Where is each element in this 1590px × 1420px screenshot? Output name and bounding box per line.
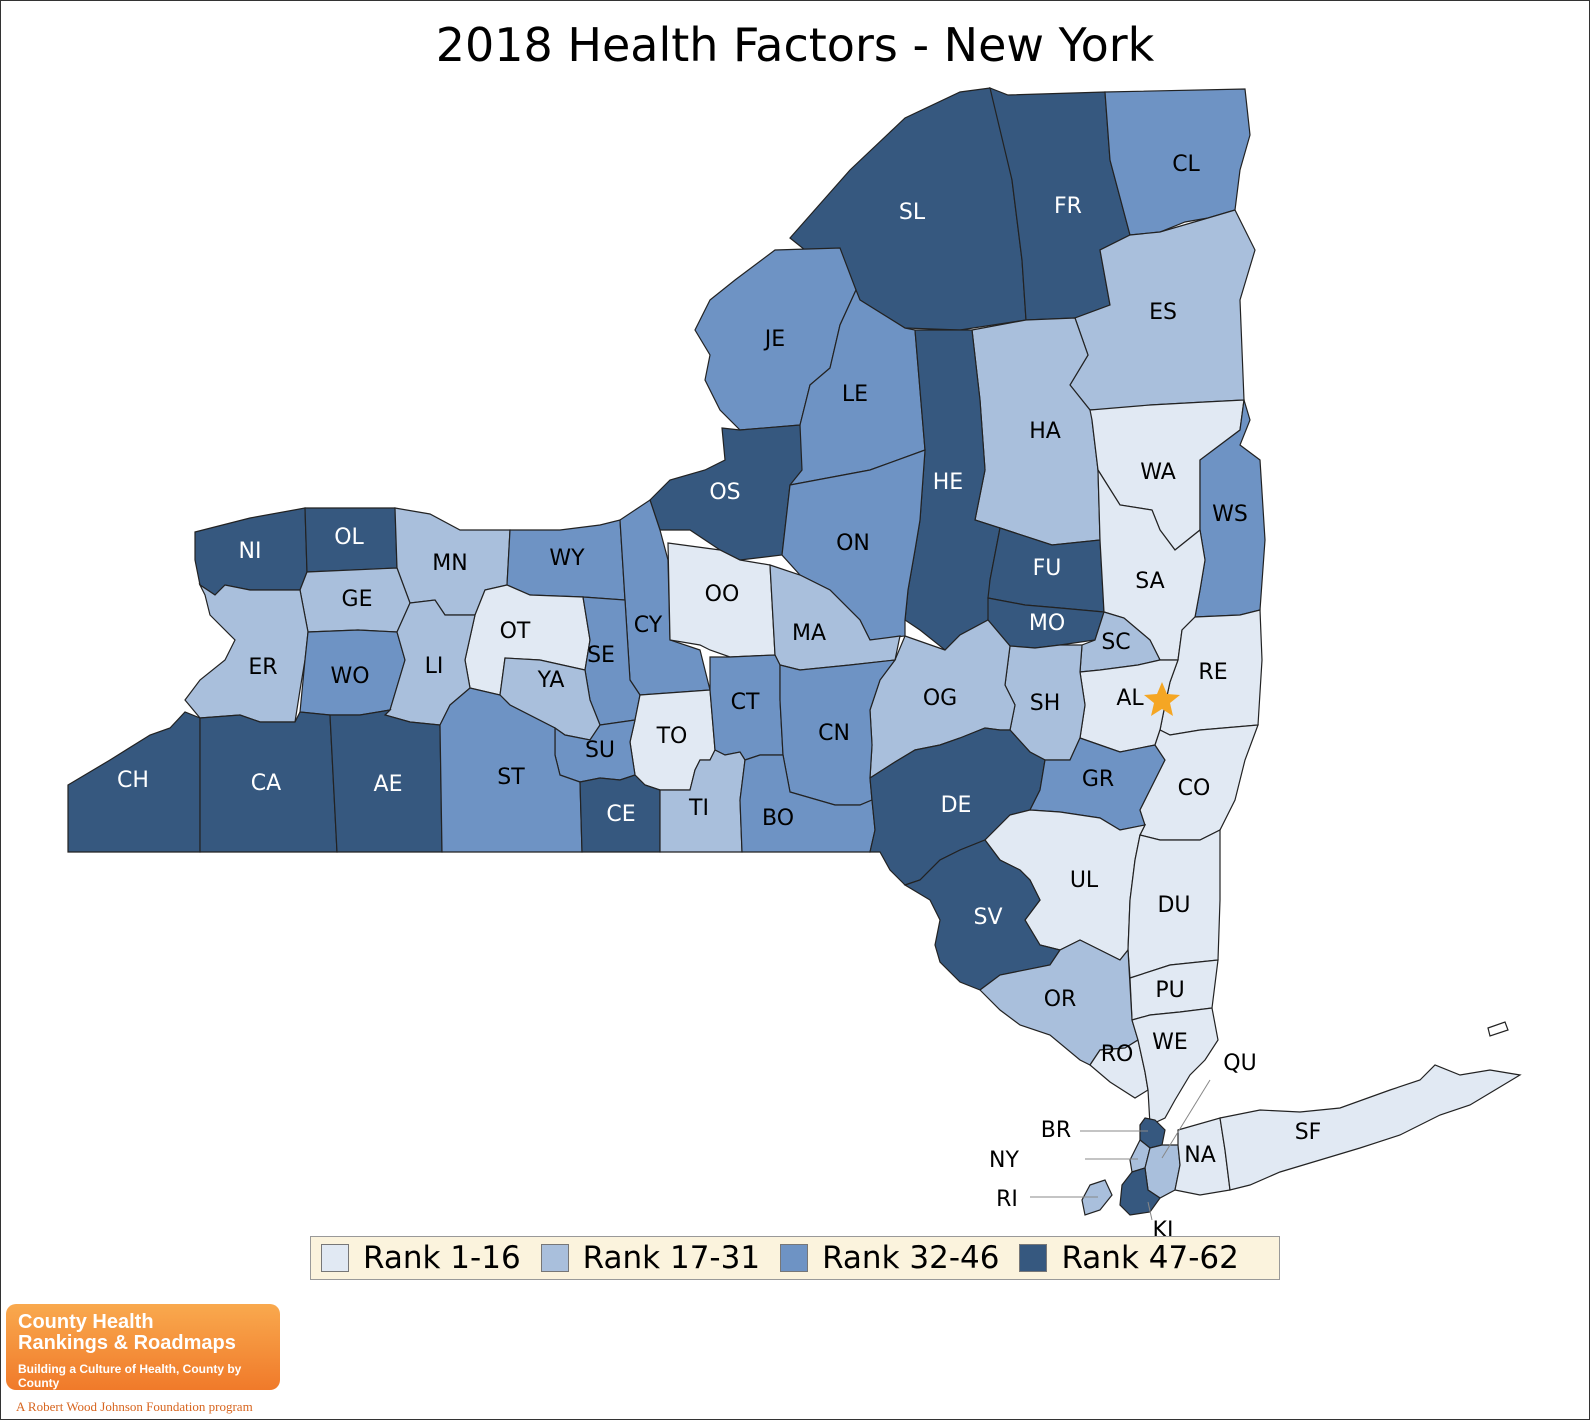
county-label-AL: AL [1116,686,1144,711]
island-outline [1487,1021,1509,1037]
county-label-JE: JE [763,327,785,352]
county-label-UL: UL [1070,868,1099,893]
county-SV[interactable] [903,839,1061,991]
county-label-WE: WE [1152,1030,1188,1055]
county-label-RE: RE [1198,660,1227,685]
county-label-CA: CA [251,771,281,796]
legend-item-rank-1-16: Rank 1-16 [317,1240,521,1276]
county-CA[interactable] [199,711,338,853]
county-label-MA: MA [792,621,826,646]
leader-line-KI [1147,1201,1153,1221]
legend-swatch-rank-1-16 [321,1244,349,1272]
county-label-RO: RO [1101,1042,1134,1067]
county-label-MO: MO [1029,611,1065,636]
county-label-ER: ER [248,655,277,680]
county-label-HA: HA [1029,419,1061,444]
county-label-DE: DE [941,793,972,818]
county-label-YA: YA [537,668,565,693]
county-label-OL: OL [334,525,364,550]
logo-byline: A Robert Wood Johnson Foundation program [16,1399,253,1414]
county-label-ES: ES [1149,300,1177,325]
county-CH[interactable] [67,711,201,853]
county-label-OO: OO [705,582,740,607]
county-label-CN: CN [818,721,850,746]
county-label-ON: ON [836,531,870,556]
county-label-CO: CO [1178,776,1211,801]
county-label-SE: SE [587,643,615,668]
county-label-SC: SC [1101,630,1130,655]
county-label-SH: SH [1030,691,1061,716]
county-label-GE: GE [342,587,373,612]
county-label-SF: SF [1295,1120,1322,1145]
county-label-BO: BO [762,806,794,831]
county-label-FR: FR [1054,194,1082,219]
legend-item-rank-47-62: Rank 47-62 [1015,1240,1239,1276]
county-label-SV: SV [973,905,1002,930]
legend-item-rank-32-46: Rank 32-46 [776,1240,999,1276]
logo-line-1: County Health [18,1311,154,1333]
county-label-SA: SA [1135,569,1164,594]
county-label-WO: WO [330,664,369,689]
county-label-SL: SL [899,200,926,225]
county-SF[interactable] [1219,1064,1522,1191]
county-label-QU: QU [1223,1051,1256,1076]
legend: Rank 1-16 Rank 17-31 Rank 32-46 Rank 47-… [310,1236,1280,1280]
county-label-HE: HE [933,470,963,495]
state-capital-star-icon [1144,682,1180,716]
map-title: 2018 Health Factors - New York [435,18,1155,72]
county-label-OR: OR [1044,987,1077,1012]
county-BO[interactable] [739,754,876,853]
county-label-PU: PU [1155,978,1184,1003]
county-label-FU: FU [1033,556,1062,581]
legend-label-rank-17-31: Rank 17-31 [582,1240,761,1276]
county-label-WA: WA [1140,460,1176,485]
legend-swatch-rank-17-31 [540,1244,569,1272]
county-label-WY: WY [549,546,585,571]
county-label-DU: DU [1157,893,1190,918]
county-health-rankings-logo[interactable]: County Health Rankings & Roadmaps Buildi… [6,1304,280,1390]
county-label-SU: SU [585,738,615,763]
legend-label-rank-1-16: Rank 1-16 [363,1240,521,1276]
county-label-NA: NA [1184,1143,1216,1168]
county-label-AE: AE [374,772,403,797]
county-ST[interactable] [439,687,583,853]
legend-item-rank-17-31: Rank 17-31 [537,1240,760,1276]
county-label-BR: BR [1041,1118,1071,1143]
legend-label-rank-47-62: Rank 47-62 [1061,1240,1239,1276]
county-label-CH: CH [117,768,149,793]
county-label-GR: GR [1082,767,1114,792]
leader-line-QU [1161,1079,1211,1159]
county-label-TI: TI [688,796,709,821]
legend-label-rank-32-46: Rank 32-46 [822,1240,1000,1276]
county-label-NI: NI [239,539,262,564]
county-label-CE: CE [606,802,635,827]
county-label-CL: CL [1172,152,1200,177]
county-label-TO: TO [656,724,688,749]
legend-swatch-rank-32-46 [780,1244,809,1272]
county-label-CT: CT [731,690,760,715]
logo-tagline: Building a Culture of Health, County by … [18,1362,242,1390]
county-label-CY: CY [634,613,663,638]
county-CE[interactable] [579,774,661,853]
county-label-WS: WS [1212,502,1248,527]
county-AE[interactable] [329,709,443,853]
legend-swatch-rank-47-62 [1019,1244,1048,1272]
county-label-OT: OT [500,619,531,644]
logo-line-2: Rankings & Roadmaps [18,1332,236,1354]
county-label-MN: MN [432,551,467,576]
county-ER[interactable] [184,583,309,723]
county-WE[interactable] [1131,1007,1219,1126]
county-label-LI: LI [425,654,444,679]
county-label-ST: ST [497,765,525,790]
county-label-OG: OG [923,686,957,711]
county-label-OS: OS [709,480,740,505]
county-label-RI: RI [996,1187,1018,1212]
county-label-LE: LE [842,382,868,407]
county-label-NY: NY [989,1148,1019,1173]
